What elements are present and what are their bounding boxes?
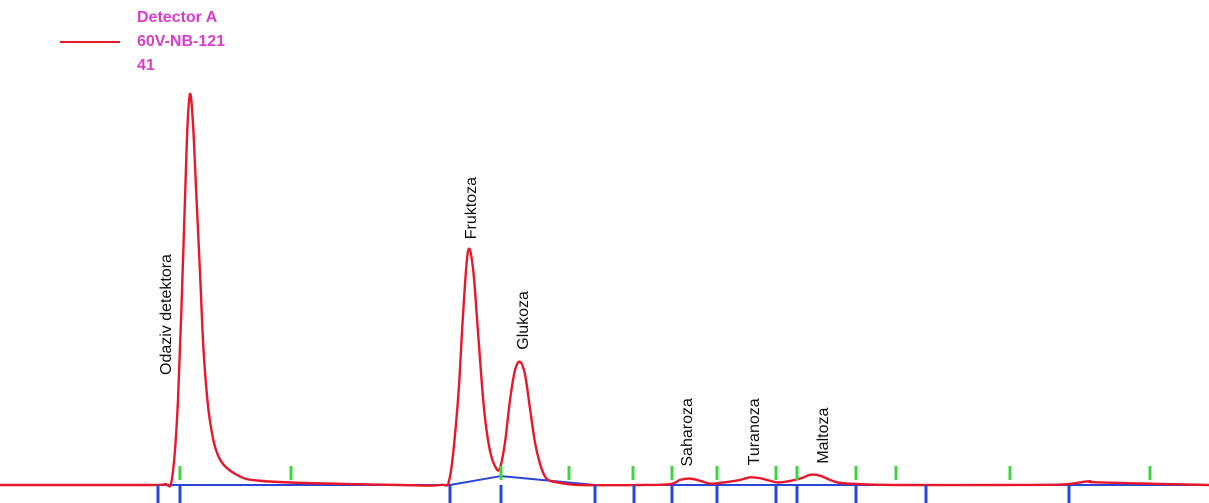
y-axis-label: Odaziv detektora [158,254,175,375]
trace-layer [0,92,1209,488]
peak-label-fruktoza: Fruktoza [463,177,480,239]
peak-label-maltoza: Maltoza [815,408,832,464]
legend-line-3: 41 [137,57,155,74]
legend-line-2: 60V-NB-121 [137,33,225,50]
peak-label-glukoza: Glukoza [515,291,532,350]
peak-labels-layer: Fruktoza Glukoza Saharoza Turanoza Maltoza [463,177,832,467]
integration-ticks-layer [156,466,1152,503]
legend-title: Detector A [137,9,218,26]
peak-label-turanoza: Turanoza [746,398,763,465]
peak-label-saharoza: Saharoza [679,398,696,467]
detector-a-trace [0,92,1209,488]
legend: Detector A 60V-NB-121 41 [60,9,225,74]
